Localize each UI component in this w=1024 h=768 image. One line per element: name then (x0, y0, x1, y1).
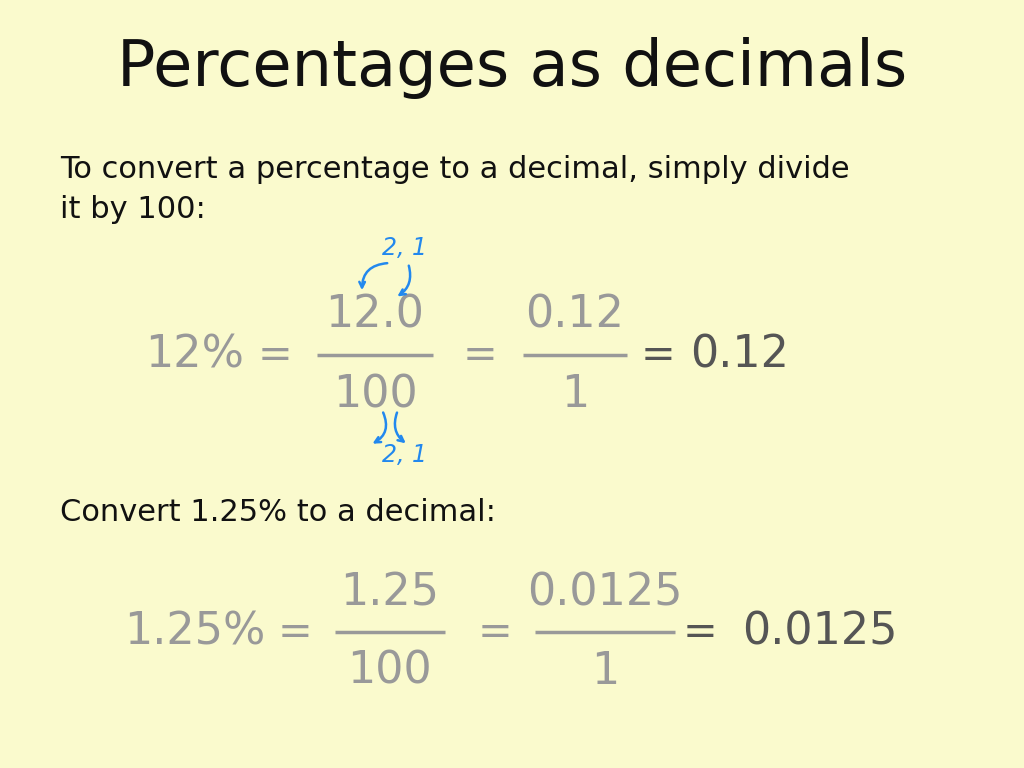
Text: Convert 1.25% to a decimal:: Convert 1.25% to a decimal: (60, 498, 496, 527)
Text: 2, 1: 2, 1 (383, 443, 427, 467)
Text: it by 100:: it by 100: (60, 195, 206, 224)
Text: =: = (258, 334, 293, 376)
Text: 1.25: 1.25 (341, 571, 439, 614)
Text: 2, 1: 2, 1 (383, 236, 427, 260)
Text: 0.12: 0.12 (525, 294, 625, 337)
Text: Percentages as decimals: Percentages as decimals (117, 37, 907, 99)
Text: =: = (477, 611, 512, 653)
Text: =: = (683, 611, 718, 653)
Text: 12.0: 12.0 (326, 294, 425, 337)
Text: 0.0125: 0.0125 (527, 571, 683, 614)
Text: 12%: 12% (145, 333, 245, 376)
Text: 1: 1 (561, 373, 589, 416)
Text: 1: 1 (591, 650, 620, 693)
Text: 100: 100 (333, 373, 418, 416)
Text: 0.0125: 0.0125 (742, 611, 898, 654)
Text: 1.25%: 1.25% (124, 611, 265, 654)
Text: 0.12: 0.12 (690, 333, 790, 376)
Text: =: = (463, 334, 498, 376)
Text: =: = (278, 611, 312, 653)
Text: To convert a percentage to a decimal, simply divide: To convert a percentage to a decimal, si… (60, 155, 850, 184)
Text: 100: 100 (347, 650, 432, 693)
Text: =: = (641, 334, 676, 376)
